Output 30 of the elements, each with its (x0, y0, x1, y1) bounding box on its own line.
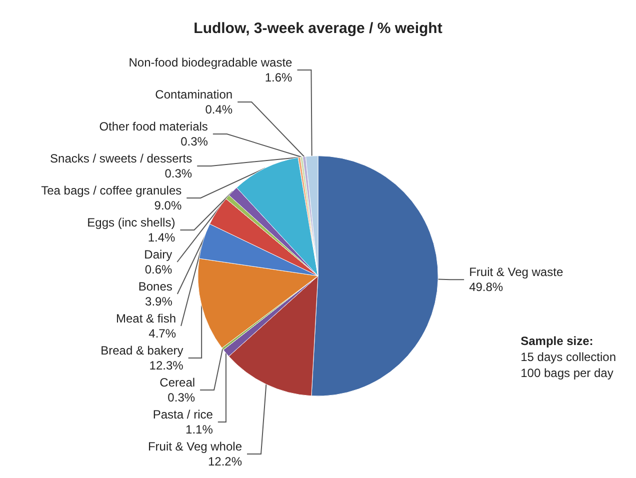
data-label: 49.8% (469, 280, 504, 294)
slice-label: Contamination (155, 88, 233, 102)
data-label: 0.4% (205, 102, 233, 116)
data-label: 4.7% (148, 326, 176, 340)
data-label: 1.4% (148, 230, 176, 244)
slice-label: Pasta / rice (152, 408, 214, 422)
slice-label: Eggs (inc shells) (87, 216, 176, 230)
data-label: 0.3% (164, 166, 192, 180)
data-label: 9.0% (154, 198, 182, 212)
slice-label: Non-food biodegradable waste (128, 56, 293, 70)
data-label: 0.6% (144, 262, 173, 276)
data-label: 12.3% (149, 358, 184, 372)
slice-label: Snacks / sweets / desserts (50, 152, 192, 166)
data-label: 0.3% (180, 134, 208, 148)
slice-label: Dairy (144, 248, 172, 262)
data-label: 3.9% (145, 294, 173, 308)
data-label: 0.3% (168, 390, 196, 404)
slice-label: Cereal (160, 376, 196, 390)
slice-label: Bread & bakery (100, 344, 184, 358)
text: Sample size: 15 days collection 100 bags per day (520, 334, 616, 380)
slice-label: Fruit & Veg whole (148, 440, 242, 454)
slice-label: Tea bags / coffee granules (41, 184, 182, 198)
slice-label: Bones (138, 280, 172, 294)
chart-title: Ludlow, 3-week average / % weight (194, 20, 442, 37)
slice-label: Fruit & Veg waste (469, 265, 564, 280)
data-label: 12.2% (208, 454, 242, 468)
data-label: 1.1% (186, 422, 214, 436)
slice-label: Meat & fish (116, 312, 176, 326)
slice-label: Other food materials (99, 120, 208, 134)
data-label: 1.6% (264, 70, 293, 84)
